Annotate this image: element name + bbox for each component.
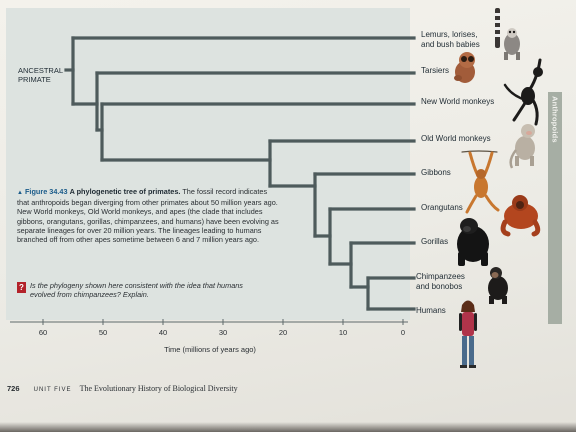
axis-tick-label: 0 <box>400 328 406 337</box>
taxon-label-orangutans: Orangutans <box>421 203 463 212</box>
taxon-label-gorillas: Gorillas <box>421 237 449 246</box>
axis-tick-label: 10 <box>338 328 348 337</box>
axis-title: Time (millions of years ago) <box>164 345 256 354</box>
unit-label: UNIT FIVE <box>33 387 72 393</box>
axis-tick-label: 20 <box>278 328 288 337</box>
page-edge-shadow <box>0 422 576 432</box>
figure-number: Figure 34.43 <box>24 187 68 196</box>
tarsier-icon <box>454 52 475 83</box>
spider-monkey-icon <box>503 58 543 126</box>
orangutan-icon <box>500 195 541 237</box>
figure-caption: ▲ Figure 34.43 A phylogenetic tree of pri… <box>17 187 279 244</box>
gibbon-icon <box>461 150 500 214</box>
ancestral-primate-label: ANCESTRAL PRIMATE <box>18 66 64 84</box>
taxon-label-new-world-monkeys: New World monkeys <box>421 97 495 106</box>
taxon-label-old-world-monkeys: Old World monkeys <box>421 134 491 143</box>
taxon-label-gibbons: Gibbons <box>421 168 451 177</box>
page-footer: 726 UNIT FIVE The Evolutionary History o… <box>7 384 238 393</box>
chapter-title: The Evolutionary History of Biological D… <box>79 384 238 393</box>
axis-tick-label: 40 <box>158 328 168 337</box>
page-number: 726 <box>7 384 20 393</box>
anthropoids-label: Anthropoids <box>550 96 560 143</box>
axis-tick-label: 60 <box>38 328 48 337</box>
taxon-label-chimpanzees: Chimpanzees and bonobos <box>416 272 465 291</box>
figure-title: A phylogenetic tree of primates. <box>69 187 181 196</box>
axis-tick-label: 50 <box>98 328 108 337</box>
caption-body: The fossil record indicates that anthrop… <box>17 187 279 245</box>
question-badge-icon: ? <box>17 282 26 293</box>
taxon-label-tarsiers: Tarsiers <box>421 66 450 75</box>
taxon-label-lemurs: Lemurs, lorises, and bush babies <box>421 30 480 49</box>
chimpanzee-icon <box>488 267 508 304</box>
figure-marker-icon: ▲ <box>17 190 23 196</box>
gorilla-icon <box>457 218 489 266</box>
human-icon <box>459 300 477 368</box>
question-text: Is the phylogeny shown here consistent w… <box>30 281 243 300</box>
taxon-label-humans: Humans <box>416 306 446 315</box>
axis-tick-label: 30 <box>218 328 228 337</box>
macaque-icon <box>509 124 535 169</box>
lemur-icon <box>495 8 520 60</box>
anthropoids-bracket <box>548 92 562 324</box>
